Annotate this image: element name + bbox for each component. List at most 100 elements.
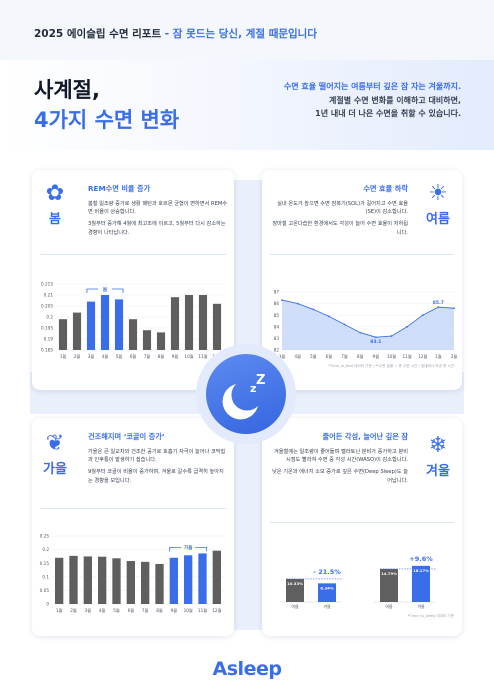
y-tick-label: 0 bbox=[46, 602, 49, 607]
bar bbox=[286, 578, 304, 602]
y-tick-label: 0.25 bbox=[40, 534, 50, 539]
autumn-text-1: 가을은 큰 일교차와 건조한 공기로 호흡기 자극이 늘어나 코막힘과 인후통이… bbox=[88, 449, 226, 464]
sleep-moon-icon: z Z bbox=[206, 354, 286, 434]
bar bbox=[184, 295, 194, 350]
bar-value-label: 10.33% bbox=[287, 581, 303, 586]
x-tick-label: 9월 bbox=[171, 607, 178, 614]
highlight-label: 봄 bbox=[103, 286, 108, 293]
y-tick-label: 0.2 bbox=[46, 315, 53, 320]
data-point bbox=[437, 306, 440, 308]
winter-text-2: 낮은 기온과 에너지 소모 증가로 깊은 수면(Deep Sleep)도 늘어납… bbox=[272, 469, 408, 484]
bar bbox=[318, 583, 336, 602]
x-tick-label: 여름 bbox=[291, 603, 299, 609]
bar bbox=[170, 297, 180, 350]
data-point bbox=[343, 323, 346, 326]
summer-text-1: 실내 온도가 높으면 수면 잠복기(SOL)가 길어지고 수면 효율(SE)이 … bbox=[277, 201, 408, 216]
data-point bbox=[359, 331, 362, 334]
summer-footnote: *Time_to_Bed 데이터 기준 / **수면 효율 = 총 수면 시간 … bbox=[328, 363, 455, 368]
bar bbox=[142, 330, 152, 350]
summer-efficiency-chart: 82 83 84 85 86 87 3월 4월 5월 6월 7월 8월 9월 10월 11월 12월 1월 2월 8… bbox=[274, 290, 458, 368]
summer-title: 수면 효율 하락 bbox=[363, 184, 408, 193]
change-label: +9.6% bbox=[409, 555, 433, 563]
summer-text-2: 장마철 고온다습한 환경에서도 각성이 늘어 수면 효율이 저하됩니다. bbox=[272, 221, 408, 236]
bar bbox=[198, 553, 207, 604]
bar bbox=[126, 561, 135, 604]
data-point bbox=[312, 308, 315, 311]
y-tick-label: 0.05 bbox=[40, 588, 50, 593]
autumn-snoring-chart: 0 0.05 0.1 0.15 0.2 0.25 1월 2월 3월 4월 5월 6월 7월 8월 9월 10월… bbox=[40, 534, 224, 614]
x-tick-label: 7월 bbox=[341, 353, 348, 360]
x-tick-label: 10월 bbox=[387, 353, 396, 360]
data-point bbox=[390, 335, 393, 337]
spring-title: REM수면 비율 증가 bbox=[88, 184, 151, 193]
y-tick-label: 0.185 bbox=[41, 348, 53, 353]
bar bbox=[184, 555, 193, 604]
x-tick-label: 3월 bbox=[88, 353, 95, 360]
x-tick-label: 5월 bbox=[113, 607, 120, 614]
leaf-icon: ❦ bbox=[45, 431, 65, 456]
x-tick-label: 8월 bbox=[158, 353, 165, 360]
y-tick-label: 0.21 bbox=[44, 293, 54, 298]
bar bbox=[128, 319, 138, 350]
y-tick-label: 0.195 bbox=[41, 326, 53, 331]
hero-desc-line3: 1년 내내 더 나은 수면을 취할 수 있습니다. bbox=[315, 109, 461, 118]
bar bbox=[55, 557, 64, 604]
autumn-divider bbox=[40, 508, 226, 509]
spring-text: 봄철 일조량 증가로 생활 패턴과 호르몬 균형이 변하면서 REM수면 비율이… bbox=[88, 200, 228, 241]
spring-divider bbox=[40, 254, 226, 255]
x-tick-label: 1월 bbox=[60, 353, 67, 360]
bar bbox=[380, 568, 398, 602]
hero-desc-line1: 수면 효율 떨어지는 여름부터 깊은 잠 자는 겨울까지. bbox=[283, 82, 461, 91]
spring-text-2: 3월부터 증가해 4월에 최고조에 이르고, 5월부터 다시 감소하는 경향이 … bbox=[88, 221, 226, 236]
y-tick-label: 0.205 bbox=[41, 304, 53, 309]
x-tick-label: 8월 bbox=[357, 353, 364, 360]
y-tick-label: 0.2 bbox=[42, 547, 49, 552]
bracket-label-bg bbox=[98, 285, 112, 293]
data-point bbox=[281, 299, 283, 302]
winter-text-1: 겨울철에는 일조량이 줄어들며 멜라토닌 분비가 증가하고 분비 시점도 빨라져… bbox=[274, 449, 408, 464]
report-title-main: 2025 에이슬립 수면 리포트 bbox=[34, 28, 162, 40]
autumn-badge: ❦ 가을 bbox=[35, 431, 75, 478]
x-tick-label: 11월 bbox=[198, 607, 207, 614]
winter-text: 겨울철에는 일조량이 줄어들며 멜라토닌 분비가 증가하고 분비 시점도 빨라져… bbox=[268, 448, 408, 489]
winter-divider bbox=[270, 522, 454, 523]
x-tick-label: 3월 bbox=[279, 353, 286, 360]
x-tick-label: 2월 bbox=[70, 607, 77, 614]
bar bbox=[212, 550, 221, 604]
y-tick-label: 82 bbox=[274, 348, 280, 353]
x-tick-label: 10월 bbox=[184, 607, 193, 614]
x-tick-label: 2월 bbox=[74, 353, 81, 360]
autumn-text-2: 9월부터 코골이 비율이 증가하며, 겨울로 갈수록 급격히 높아지는 경향을 … bbox=[88, 469, 224, 484]
bar-value-label: 14.79% bbox=[381, 571, 397, 576]
y-tick-label: 84 bbox=[274, 324, 280, 329]
hero-title-line1: 사계절, bbox=[34, 78, 100, 102]
x-tick-label: 6월 bbox=[326, 353, 333, 360]
report-title-sub: - 잠 못드는 당신, 계절 때문입니다 bbox=[161, 28, 317, 40]
y-tick-label: 0.15 bbox=[40, 561, 50, 566]
spring-label: 봄 bbox=[49, 212, 61, 227]
y-tick-label: 83 bbox=[274, 336, 280, 341]
x-tick-label: 1월 bbox=[56, 607, 63, 614]
y-tick-label: 0.19 bbox=[44, 337, 54, 342]
data-point bbox=[421, 314, 424, 317]
x-tick-label: 9월 bbox=[172, 353, 179, 360]
data-point bbox=[453, 307, 455, 310]
spring-rem-chart: 0.185 0.19 0.195 0.2 0.205 0.21 0.215 1월 2월 3월 4월 5… bbox=[41, 282, 224, 360]
x-tick-label: 10월 bbox=[184, 353, 193, 360]
x-tick-label: 여름 bbox=[385, 603, 393, 609]
bar bbox=[156, 332, 166, 350]
svg-text:z: z bbox=[250, 382, 256, 395]
data-point bbox=[328, 315, 330, 318]
autumn-text: 가을은 큰 일교차와 건조한 공기로 호흡기 자극이 늘어나 코막힘과 인후통이… bbox=[88, 448, 228, 489]
y-tick-label: 85 bbox=[274, 313, 280, 318]
x-tick-label: 4월 bbox=[99, 607, 106, 614]
flower-icon: ✿ bbox=[45, 181, 65, 206]
autumn-title: 건조해지며 ‘코골이 증가’ bbox=[88, 432, 165, 441]
bar bbox=[100, 295, 110, 350]
y-tick-label: 87 bbox=[274, 290, 280, 295]
autumn-label: 가을 bbox=[43, 462, 67, 477]
x-tick-label: 12월 bbox=[212, 607, 221, 614]
x-tick-label: 6월 bbox=[130, 353, 137, 360]
efficiency-area bbox=[282, 300, 454, 350]
x-tick-label: 9월 bbox=[373, 353, 380, 360]
